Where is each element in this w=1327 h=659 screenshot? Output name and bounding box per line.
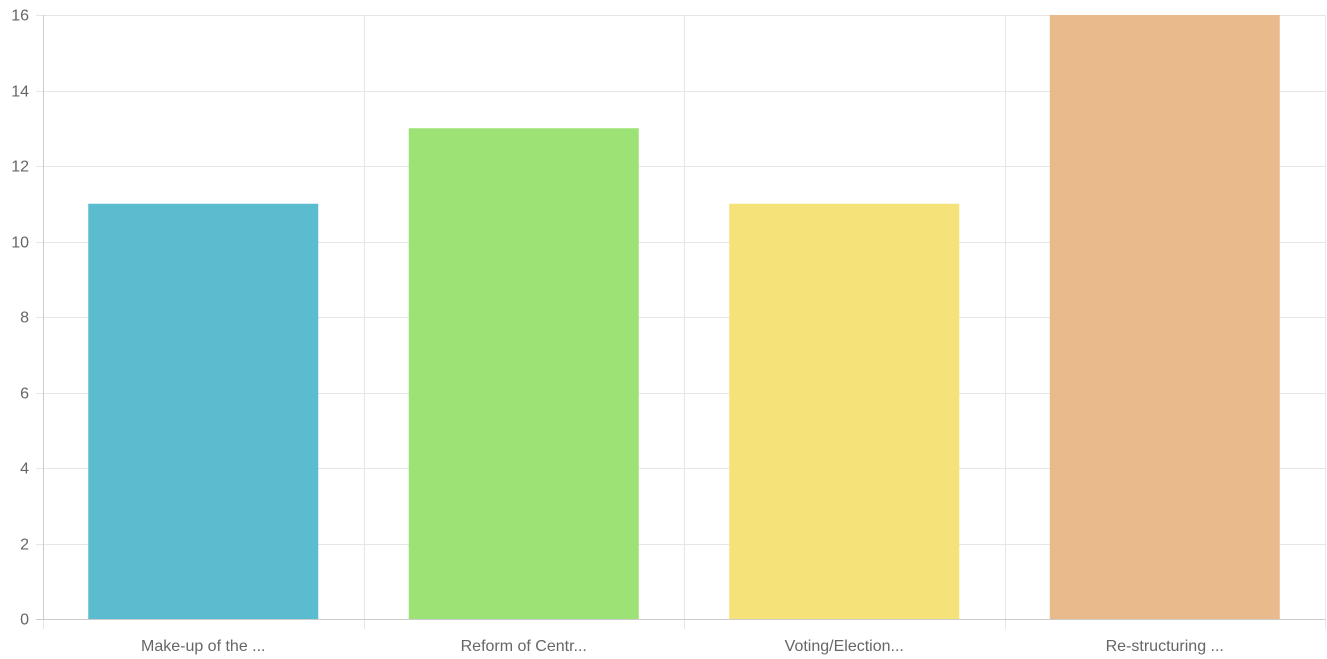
x-tick-label: Make-up of the ... [141,638,266,655]
y-tick-label: 6 [20,386,29,403]
axis-labels: 0 2 4 6 8 10 12 14 16 Make-up of the ... Reform of… [11,8,1224,656]
x-tick-label: Re-structuring ... [1106,638,1224,655]
y-tick-label: 0 [20,612,29,629]
y-tick-label: 2 [20,537,29,554]
axes [36,15,1325,620]
bar[interactable] [408,128,639,619]
bar[interactable] [1049,15,1280,619]
y-tick-label: 8 [20,310,29,327]
bars [88,15,1280,619]
y-tick-label: 16 [11,8,29,25]
x-tick-label: Reform of Centr... [461,638,587,655]
y-tick-label: 10 [11,235,29,252]
bar[interactable] [88,203,319,619]
x-tick-label: Voting/Election... [785,638,904,655]
y-tick-label: 14 [11,84,29,101]
y-tick-label: 4 [20,461,29,478]
y-tick-label: 12 [11,159,29,176]
bar[interactable] [729,203,960,619]
